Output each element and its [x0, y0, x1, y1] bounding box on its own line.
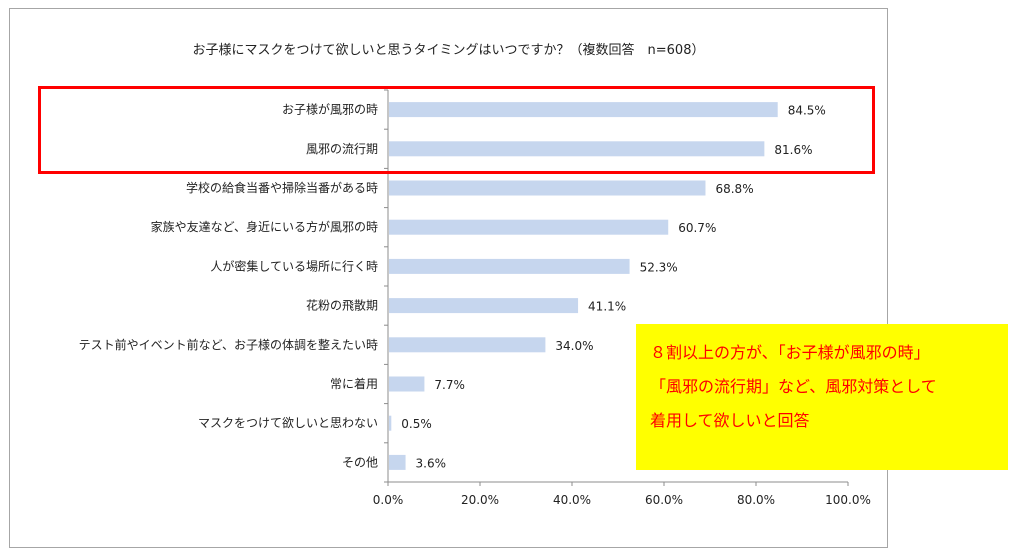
category-label: 人が密集している場所に行く時: [210, 258, 378, 273]
value-label: 60.7%: [678, 221, 716, 235]
category-label: 家族や友達など、身近にいる方が風邪の時: [151, 219, 378, 234]
category-label: その他: [342, 455, 378, 469]
value-label: 0.5%: [401, 417, 432, 431]
category-label: お子様が風邪の時: [282, 102, 378, 117]
bar: [389, 141, 765, 157]
chart-frame: お子様にマスクをつけて欲しいと思うタイミングはいつですか？（複数回答 n=608…: [9, 8, 888, 548]
bar: [389, 180, 706, 196]
callout-line-3: 着用して欲しいと回答: [650, 411, 810, 430]
callout-line-1: ８割以上の方が、「お子様が風邪の時」: [650, 343, 930, 362]
x-tick-label: 0.0%: [373, 493, 404, 507]
callout-box: ８割以上の方が、「お子様が風邪の時」 「風邪の流行期」など、風邪対策として 着用…: [636, 324, 1008, 470]
x-tick-label: 80.0%: [737, 493, 775, 507]
bar: [389, 454, 406, 470]
value-label: 41.1%: [588, 300, 626, 314]
value-label: 68.8%: [715, 182, 753, 196]
value-label: 52.3%: [640, 260, 678, 274]
x-tick-label: 100.0%: [825, 493, 871, 507]
highlight-box: [38, 86, 875, 174]
bar: [389, 298, 579, 314]
category-label: 花粉の飛散期: [306, 298, 378, 313]
bar: [389, 258, 630, 274]
bar: [389, 337, 546, 353]
value-label: 34.0%: [555, 339, 593, 353]
value-label: 84.5%: [788, 104, 826, 118]
x-tick-label: 60.0%: [645, 493, 683, 507]
value-label: 3.6%: [416, 456, 447, 470]
value-label: 81.6%: [774, 143, 812, 157]
bar: [389, 102, 778, 118]
category-label: 風邪の流行期: [306, 142, 378, 156]
x-tick-label: 40.0%: [553, 493, 591, 507]
category-label: マスクをつけて欲しいと思わない: [198, 416, 378, 430]
chart-title: お子様にマスクをつけて欲しいと思うタイミングはいつですか？（複数回答 n=608…: [192, 43, 705, 58]
bar: [389, 219, 669, 235]
category-label: 常に着用: [330, 376, 378, 391]
category-label: 学校の給食当番や掃除当番がある時: [186, 180, 378, 195]
callout-line-2: 「風邪の流行期」など、風邪対策として: [650, 377, 937, 396]
x-tick-label: 20.0%: [461, 493, 499, 507]
value-label: 7.7%: [434, 378, 465, 392]
bar: [389, 376, 425, 392]
bar: [389, 415, 392, 431]
category-label: テスト前やイベント前など、お子様の体調を整えたい時: [79, 337, 378, 352]
